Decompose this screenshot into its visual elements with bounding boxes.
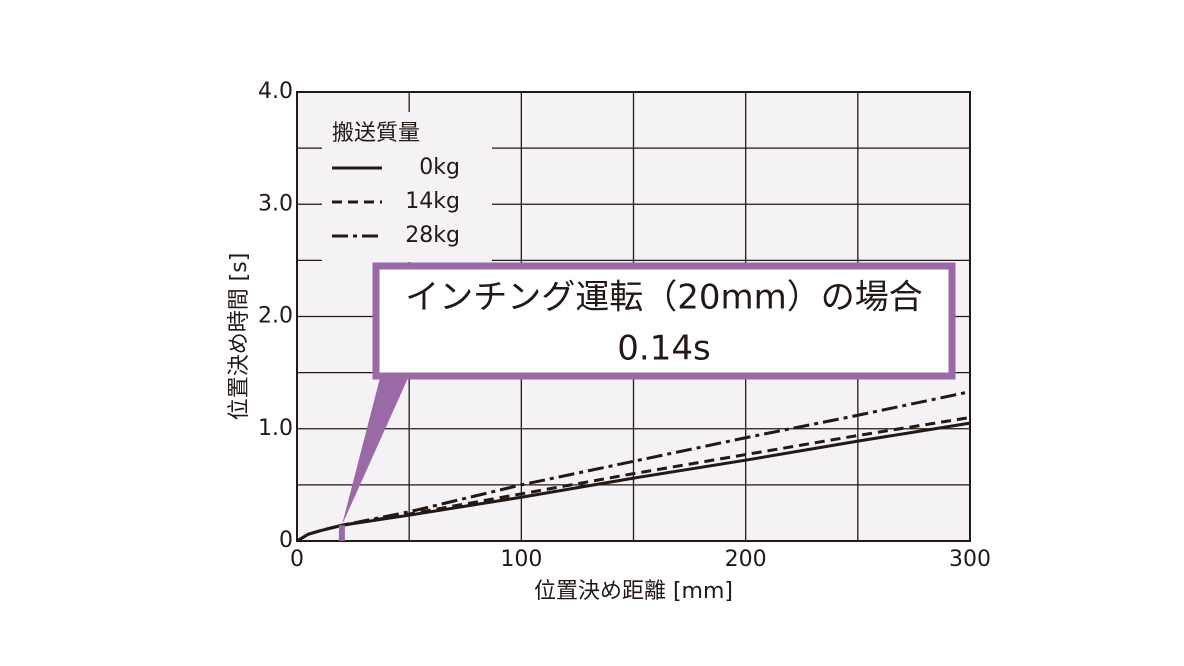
x-axis-label: 位置決め距離 [mm] <box>534 579 733 604</box>
y-tick-label: 2.0 <box>258 304 293 329</box>
x-tick-label: 0 <box>290 547 304 572</box>
annotation-marker <box>338 525 345 541</box>
y-tick-label: 1.0 <box>258 416 293 441</box>
series-line <box>296 390 971 543</box>
x-tick-label: 300 <box>949 547 991 572</box>
x-tick-label: 200 <box>725 547 767 572</box>
y-tick-label: 4.0 <box>258 79 293 104</box>
y-tick-label: 0 <box>279 528 293 553</box>
annotation-value: 0.14s <box>617 329 710 369</box>
series-line <box>296 416 971 543</box>
y-tick-label: 3.0 <box>258 191 293 216</box>
legend-title: 搬送質量 <box>332 121 420 146</box>
annotation-pointer <box>341 378 408 526</box>
legend-label: 0kg <box>419 155 460 180</box>
x-tick-label: 100 <box>500 547 542 572</box>
annotation-text: インチング運転（20mm）の場合 <box>405 278 923 318</box>
annotation-box <box>372 262 956 380</box>
legend-background <box>322 112 492 262</box>
legend-label: 28kg <box>405 223 460 248</box>
y-axis-label: 位置決め時間 [s] <box>227 253 252 421</box>
legend-label: 14kg <box>405 189 460 214</box>
plot-frame <box>296 91 971 542</box>
